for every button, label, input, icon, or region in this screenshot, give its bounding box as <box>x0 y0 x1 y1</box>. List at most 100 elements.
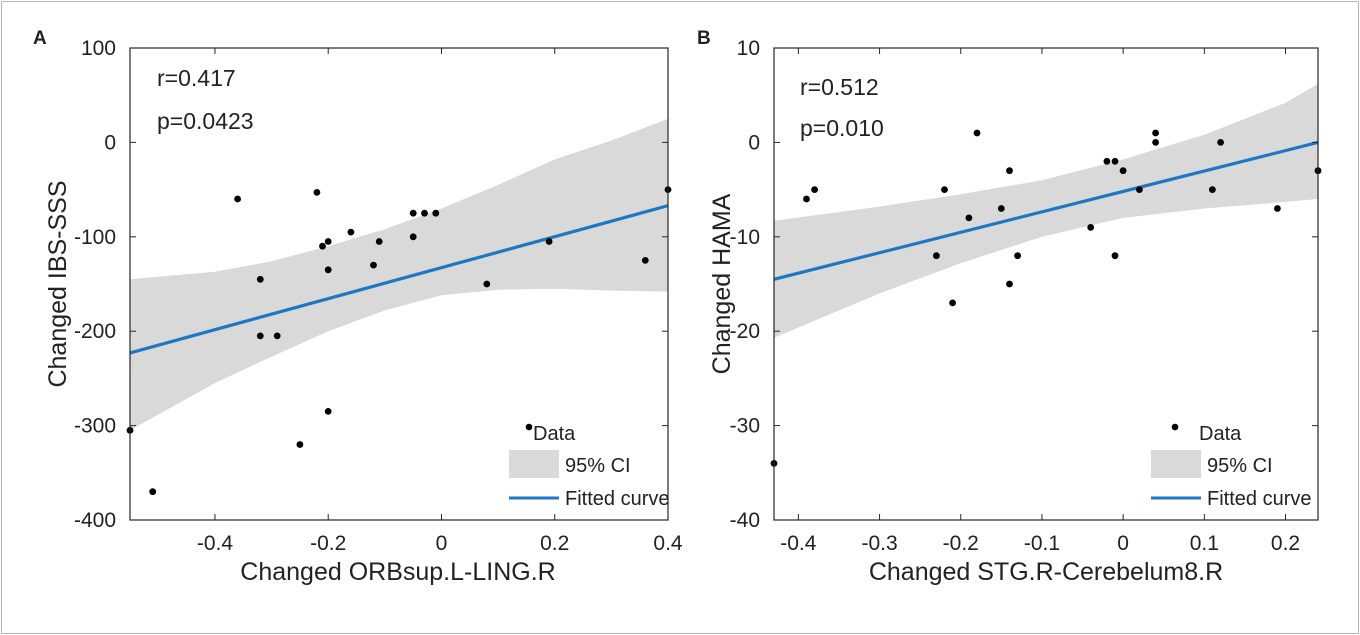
data-point <box>296 441 304 448</box>
panel-a-x-axis-label: Changed ORBsup.L-LING.R <box>240 558 555 586</box>
fitted-line <box>130 204 668 355</box>
legend-data-marker <box>525 423 533 431</box>
y-tick-label: 10 <box>737 37 760 60</box>
data-point <box>1014 252 1021 260</box>
data-point <box>641 257 649 264</box>
x-tick-label: -0.3 <box>861 532 897 555</box>
data-point <box>1119 167 1127 175</box>
data-point <box>811 186 818 194</box>
panel-b-plot: -0.4 -0.3 -0.2 -0.1 0 0.1 0.2 10 0 -10 -20 -30 -40 <box>730 37 1322 555</box>
x-tick-label: -0.1 <box>1024 532 1060 555</box>
x-tick-label: -0.2 <box>310 532 346 555</box>
data-point <box>1087 224 1095 231</box>
data-point <box>1152 129 1159 137</box>
data-point <box>965 214 973 222</box>
data-point <box>1103 157 1111 165</box>
panel-b-label: B <box>697 28 711 49</box>
y-tick-label: -40 <box>730 509 760 532</box>
x-tick-label: 0.2 <box>540 532 569 555</box>
panel-a-y-axis-label: Changed IBS-SSS <box>44 180 72 387</box>
panel-b-r-value: r=0.512 <box>800 74 879 100</box>
data-point <box>370 261 377 269</box>
legend-data-label: Data <box>1199 423 1242 445</box>
data-point <box>941 186 948 194</box>
data-point <box>234 195 242 203</box>
data-point <box>409 233 417 241</box>
data-point <box>483 280 491 288</box>
panel-a: A -0.4 -0.2 0 0.2 0.4 100 0 -100 -200 -300 -400 r=… <box>33 28 683 586</box>
legend-ci-label: 95% CI <box>1207 455 1273 477</box>
data-point <box>1111 157 1119 165</box>
y-tick-label: 0 <box>104 131 116 154</box>
y-tick-label: -100 <box>74 226 116 249</box>
panel-a-axes-box <box>129 47 669 521</box>
y-tick-label: 100 <box>81 37 116 60</box>
legend-ci-label: 95% CI <box>565 455 631 477</box>
data-point <box>803 195 810 203</box>
x-tick-label: -0.2 <box>943 532 979 555</box>
data-point <box>1006 280 1013 288</box>
data-point <box>949 299 956 307</box>
y-tick-label: -300 <box>74 415 116 438</box>
data-point <box>409 209 417 217</box>
x-tick-label: 0.1 <box>1190 532 1219 555</box>
legend-ci-swatch <box>1151 450 1201 478</box>
legend-data-label: Data <box>533 423 576 445</box>
panel-b-p-value: p=0.010 <box>800 115 884 141</box>
x-tick-label: -0.4 <box>197 532 234 555</box>
y-tick-label: 0 <box>748 131 760 154</box>
panel-a-data-area <box>130 118 668 431</box>
confidence-band <box>130 118 668 431</box>
x-tick-label: 0 <box>436 532 448 555</box>
panel-b-data-area <box>774 83 1318 338</box>
data-point <box>432 209 440 217</box>
data-point <box>933 252 940 260</box>
data-point <box>1274 205 1281 212</box>
legend-ci-swatch <box>509 450 559 478</box>
y-tick-label: -20 <box>730 320 760 343</box>
panel-a-r-value: r=0.417 <box>157 65 236 91</box>
legend-data-marker <box>1171 423 1179 431</box>
data-point <box>1136 186 1143 194</box>
y-tick-label: -200 <box>74 320 116 343</box>
data-point <box>256 332 264 340</box>
data-point <box>1111 252 1119 260</box>
data-point <box>1152 139 1159 146</box>
data-point <box>347 228 355 236</box>
panel-a-legend: Data 95% CI Fitted curve <box>509 423 669 510</box>
data-point <box>375 238 383 245</box>
y-tick-label: -30 <box>730 415 760 438</box>
data-point <box>973 129 981 137</box>
data-point <box>1006 167 1013 175</box>
panel-a-label: A <box>33 28 47 49</box>
data-point <box>421 209 428 217</box>
data-point <box>256 275 264 283</box>
y-tick-label: -400 <box>74 509 116 532</box>
data-point <box>1209 186 1216 194</box>
data-point <box>149 488 157 496</box>
data-point <box>1217 139 1224 146</box>
data-point <box>319 242 326 250</box>
x-tick-label: 0.4 <box>653 532 683 555</box>
panel-b-x-axis-label: Changed STG.R-Cerebelum8.R <box>869 558 1223 586</box>
panel-b-y-axis-label: Changed HAMA <box>708 193 736 374</box>
fitted-line <box>774 140 1318 281</box>
data-point <box>545 238 553 245</box>
legend-fit-label: Fitted curve <box>565 488 669 510</box>
panel-a-p-value: p=0.0423 <box>157 108 254 134</box>
data-point <box>273 332 281 340</box>
data-point <box>324 238 332 245</box>
y-tick-label: -10 <box>730 226 760 249</box>
legend-fit-label: Fitted curve <box>1207 488 1311 510</box>
x-tick-label: 0 <box>1117 532 1129 555</box>
data-point <box>324 408 332 415</box>
panel-b: B -0.4 -0.3 -0.2 -0.1 0 0.1 0.2 10 0 -10 -20 -30 -40… <box>697 28 1322 586</box>
panel-b-legend: Data 95% CI Fitted curve <box>1151 423 1311 510</box>
x-tick-label: 0.2 <box>1271 532 1300 555</box>
data-point <box>313 189 321 196</box>
panel-b-axes-box <box>773 47 1319 521</box>
data-point <box>324 266 332 274</box>
data-point <box>997 205 1005 212</box>
